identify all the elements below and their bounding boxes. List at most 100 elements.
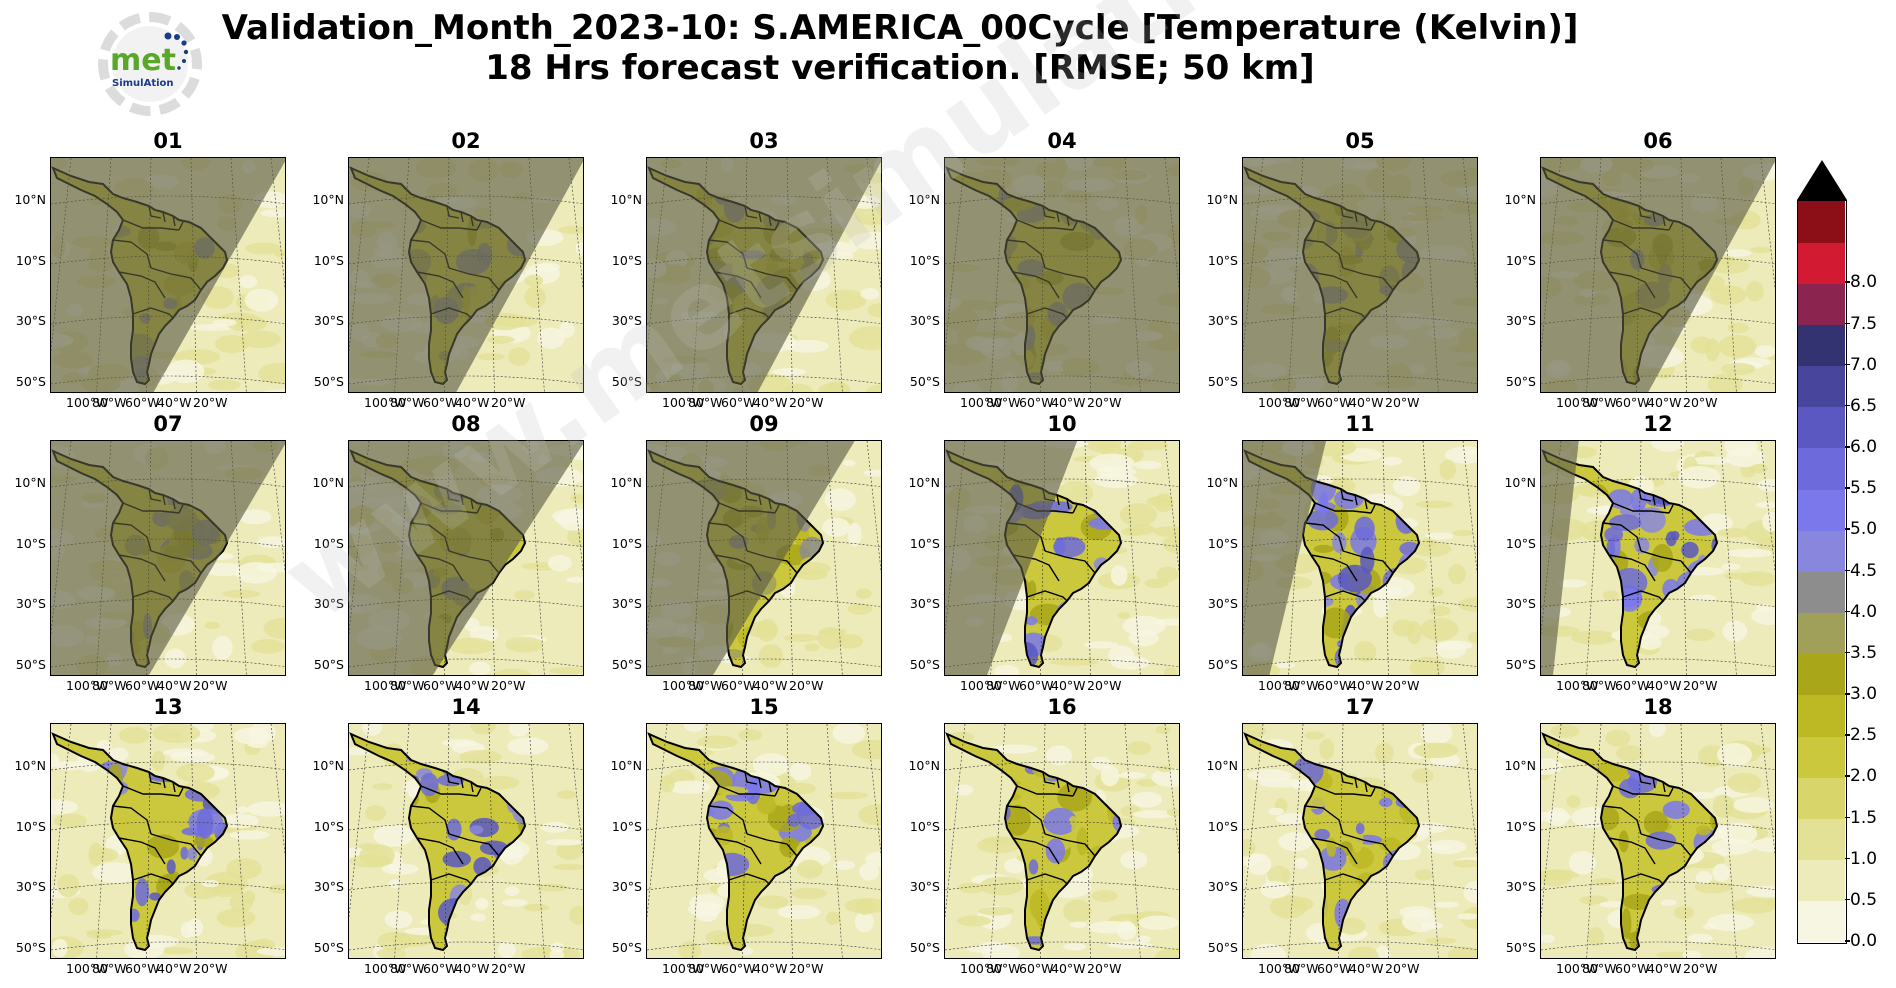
colorbar-tick-label: 5.5 [1844,478,1878,499]
longitude-label: 100°W [66,678,109,693]
longitude-label: 80°W [1284,678,1319,693]
panel-title: 06 [1643,129,1673,153]
longitude-label: 40°W [1647,961,1682,976]
met-simulation-logo: met SimulAtion [98,12,202,116]
longitude-label: 60°W [1019,961,1054,976]
night-shading [647,441,855,675]
night-shading [647,158,881,392]
latitude-label: 10°S [1505,536,1536,551]
latitude-label: 50°S [15,657,46,672]
colorbar-segment [1798,448,1845,490]
longitude-label: 60°W [1615,678,1650,693]
latitude-label: 50°S [1207,374,1238,389]
longitude-label: 60°W [423,395,458,410]
map-panel [348,157,584,393]
latitude-label: 50°S [1207,940,1238,955]
latitude-label: 30°S [909,596,940,611]
longitude-label: 100°W [1556,395,1599,410]
latitude-label: 10°S [15,253,46,268]
colorbar-tick-label: 4.5 [1844,560,1878,581]
longitude-label: 40°W [753,961,788,976]
longitude-label: 20°W [193,678,228,693]
latitude-label: 30°S [1207,879,1238,894]
longitude-label: 20°W [789,961,824,976]
colorbar-tick-label: 7.5 [1844,313,1878,334]
latitude-label: 50°S [611,657,642,672]
longitude-label: 100°W [364,961,407,976]
latitude-label: 30°S [1207,313,1238,328]
longitude-label: 100°W [1258,678,1301,693]
latitude-label: 10°S [1505,819,1536,834]
longitude-label: 100°W [1258,961,1301,976]
colorbar-tick-label: 6.5 [1844,395,1878,416]
latitude-label: 10°N [14,192,46,207]
gear-icon [98,12,202,116]
longitude-label: 60°W [125,395,160,410]
latitude-label: 50°S [909,657,940,672]
panel-title: 08 [451,412,481,436]
latitude-label: 50°S [909,374,940,389]
latitude-label: 10°S [1207,536,1238,551]
longitude-label: 40°W [1349,961,1384,976]
latitude-label: 10°N [1206,192,1238,207]
latitude-label: 10°N [14,475,46,490]
longitude-label: 20°W [491,395,526,410]
panel-title: 02 [451,129,481,153]
longitude-label: 60°W [125,961,160,976]
longitude-label: 40°W [157,961,192,976]
colorbar-segment [1798,736,1845,778]
map-panel [50,440,286,676]
longitude-label: 80°W [986,961,1021,976]
longitude-label: 20°W [491,961,526,976]
longitude-label: 40°W [455,395,490,410]
longitude-label: 100°W [1258,395,1301,410]
longitude-label: 40°W [1051,678,1086,693]
longitude-label: 80°W [1582,395,1617,410]
latitude-label: 10°N [908,475,940,490]
colorbar-segment [1798,612,1845,655]
longitude-label: 100°W [662,395,705,410]
map-panel [944,723,1180,959]
colorbar-segment [1798,406,1845,449]
longitude-label: 80°W [688,678,723,693]
coastline [1541,732,1719,952]
latitude-label: 50°S [15,940,46,955]
map-panel [1242,440,1478,676]
latitude-label: 50°S [1505,657,1536,672]
night-shading [1541,158,1775,392]
map-panel [348,723,584,959]
logo-word: met [110,43,176,78]
panel-title: 17 [1345,695,1375,719]
longitude-label: 80°W [986,678,1021,693]
colorbar-tick-label: 2.0 [1844,766,1878,787]
latitude-label: 10°N [1504,192,1536,207]
colorbar-tick-label: 8.0 [1844,272,1878,293]
colorbar-segment [1798,324,1845,367]
longitude-label: 80°W [1582,678,1617,693]
logo-subtitle: SimulAtion [112,78,174,89]
longitude-label: 80°W [390,678,425,693]
longitude-label: 20°W [491,678,526,693]
panel-title: 11 [1345,412,1375,436]
latitude-label: 10°S [611,536,642,551]
longitude-label: 80°W [986,395,1021,410]
colorbar-tick-label: 1.0 [1844,848,1878,869]
colorbar [1797,200,1847,944]
night-shading [1243,158,1477,392]
colorbar-segment [1798,201,1845,243]
panel-title: 14 [451,695,481,719]
map-panel [1242,723,1478,959]
longitude-label: 100°W [662,678,705,693]
latitude-label: 30°S [313,313,344,328]
latitude-label: 10°N [610,192,642,207]
map-panel [1540,157,1776,393]
longitude-label: 80°W [688,961,723,976]
coastline [349,732,527,952]
latitude-label: 30°S [909,879,940,894]
latitude-label: 50°S [611,374,642,389]
colorbar-tick-label: 5.0 [1844,519,1878,540]
latitude-label: 10°S [15,536,46,551]
longitude-label: 20°W [789,678,824,693]
latitude-label: 30°S [15,596,46,611]
longitude-label: 40°W [157,395,192,410]
